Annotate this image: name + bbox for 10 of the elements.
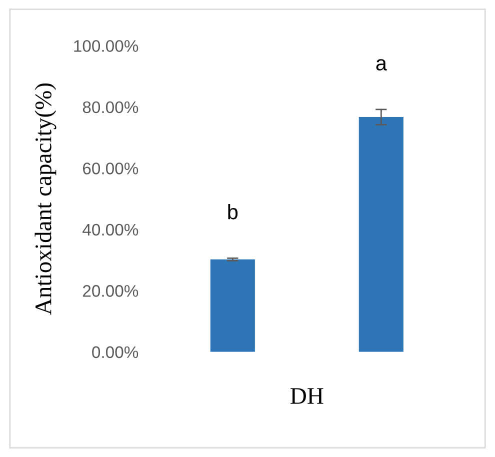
x-axis-title: DH [290,388,324,404]
y-tick-label: 0.00% [92,346,138,358]
annotation: a [376,59,387,71]
y-tick-label: 60.00% [83,162,138,174]
y-tick-label: 40.00% [82,224,138,236]
y-tick-label: 20.00% [83,285,138,297]
y-tick-label: 80.00% [82,101,138,114]
annotation: b [228,204,238,220]
y-tick-label: 100.00% [74,40,138,52]
y-axis-title: Antioxidant capacity(%) [34,83,56,315]
